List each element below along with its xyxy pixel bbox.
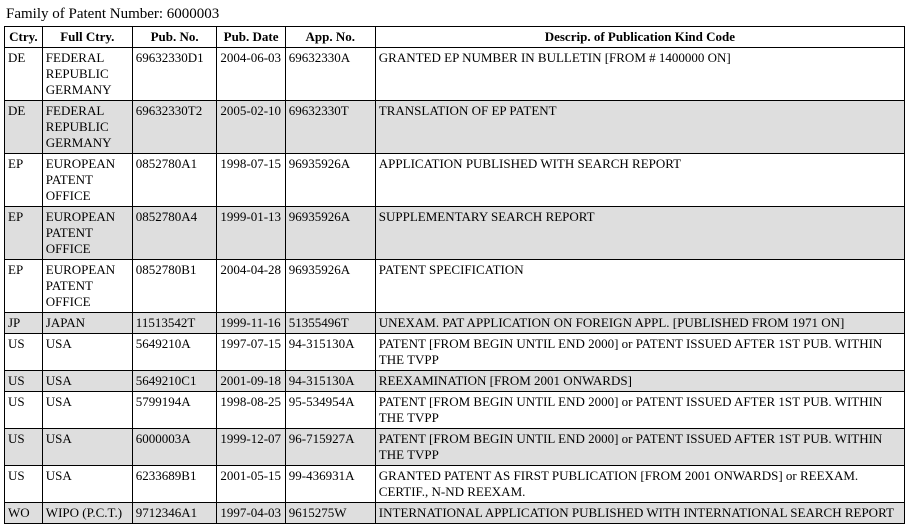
table-row: USUSA5649210C12001-09-1894-315130AREEXAM… — [5, 371, 905, 392]
cell-full-ctry: EUROPEAN PATENT OFFICE — [42, 260, 132, 313]
cell-pub-date: 1997-07-15 — [217, 334, 285, 371]
table-row: EPEUROPEAN PATENT OFFICE0852780B12004-04… — [5, 260, 905, 313]
table-row: USUSA6233689B12001-05-1599-436931AGRANTE… — [5, 466, 905, 503]
col-pub-date: Pub. Date — [217, 27, 285, 48]
cell-full-ctry: USA — [42, 466, 132, 503]
cell-ctry: DE — [5, 48, 43, 101]
cell-desc: SUPPLEMENTARY SEARCH REPORT — [375, 207, 904, 260]
cell-full-ctry: JAPAN — [42, 313, 132, 334]
cell-ctry: US — [5, 466, 43, 503]
cell-full-ctry: USA — [42, 429, 132, 466]
cell-ctry: JP — [5, 313, 43, 334]
col-pub-no: Pub. No. — [132, 27, 217, 48]
cell-app-no: 96935926A — [285, 260, 375, 313]
table-row: JPJAPAN11513542T1999-11-1651355496TUNEXA… — [5, 313, 905, 334]
cell-desc: TRANSLATION OF EP PATENT — [375, 101, 904, 154]
cell-pub-date: 1998-07-15 — [217, 154, 285, 207]
cell-ctry: US — [5, 392, 43, 429]
cell-app-no: 96935926A — [285, 154, 375, 207]
cell-desc: PATENT [FROM BEGIN UNTIL END 2000] or PA… — [375, 392, 904, 429]
cell-pub-date: 2004-06-03 — [217, 48, 285, 101]
cell-pub-date: 1997-04-03 — [217, 503, 285, 524]
cell-desc: UNEXAM. PAT APPLICATION ON FOREIGN APPL.… — [375, 313, 904, 334]
cell-pub-date: 1999-12-07 — [217, 429, 285, 466]
patent-family-table: Ctry. Full Ctry. Pub. No. Pub. Date App.… — [4, 26, 905, 524]
col-ctry: Ctry. — [5, 27, 43, 48]
col-full-ctry: Full Ctry. — [42, 27, 132, 48]
cell-pub-date: 1999-01-13 — [217, 207, 285, 260]
col-desc: Descrip. of Publication Kind Code — [375, 27, 904, 48]
cell-pub-no: 5649210C1 — [132, 371, 217, 392]
table-header-row: Ctry. Full Ctry. Pub. No. Pub. Date App.… — [5, 27, 905, 48]
cell-ctry: EP — [5, 207, 43, 260]
cell-ctry: EP — [5, 260, 43, 313]
cell-pub-no: 69632330T2 — [132, 101, 217, 154]
cell-pub-no: 5799194A — [132, 392, 217, 429]
cell-pub-no: 6000003A — [132, 429, 217, 466]
cell-pub-date: 1999-11-16 — [217, 313, 285, 334]
cell-desc: APPLICATION PUBLISHED WITH SEARCH REPORT — [375, 154, 904, 207]
table-row: USUSA5649210A1997-07-1594-315130APATENT … — [5, 334, 905, 371]
table-row: EPEUROPEAN PATENT OFFICE0852780A41999-01… — [5, 207, 905, 260]
cell-desc: PATENT [FROM BEGIN UNTIL END 2000] or PA… — [375, 334, 904, 371]
cell-app-no: 99-436931A — [285, 466, 375, 503]
cell-full-ctry: FEDERAL REPUBLIC GERMANY — [42, 101, 132, 154]
cell-desc: PATENT [FROM BEGIN UNTIL END 2000] or PA… — [375, 429, 904, 466]
cell-pub-no: 0852780A1 — [132, 154, 217, 207]
cell-pub-date: 2001-09-18 — [217, 371, 285, 392]
cell-app-no: 95-534954A — [285, 392, 375, 429]
cell-pub-no: 0852780A4 — [132, 207, 217, 260]
cell-pub-no: 69632330D1 — [132, 48, 217, 101]
cell-app-no: 94-315130A — [285, 334, 375, 371]
table-row: WOWIPO (P.C.T.)9712346A11997-04-03961527… — [5, 503, 905, 524]
table-row: USUSA6000003A1999-12-0796-715927APATENT … — [5, 429, 905, 466]
cell-pub-date: 2004-04-28 — [217, 260, 285, 313]
cell-full-ctry: EUROPEAN PATENT OFFICE — [42, 207, 132, 260]
table-row: USUSA5799194A1998-08-2595-534954APATENT … — [5, 392, 905, 429]
cell-pub-no: 6233689B1 — [132, 466, 217, 503]
cell-desc: REEXAMINATION [FROM 2001 ONWARDS] — [375, 371, 904, 392]
table-body: DEFEDERAL REPUBLIC GERMANY69632330D12004… — [5, 48, 905, 524]
cell-app-no: 96935926A — [285, 207, 375, 260]
cell-pub-no: 0852780B1 — [132, 260, 217, 313]
cell-app-no: 69632330T — [285, 101, 375, 154]
cell-pub-date: 2005-02-10 — [217, 101, 285, 154]
cell-full-ctry: USA — [42, 371, 132, 392]
cell-pub-date: 2001-05-15 — [217, 466, 285, 503]
cell-desc: GRANTED EP NUMBER IN BULLETIN [FROM # 14… — [375, 48, 904, 101]
cell-app-no: 69632330A — [285, 48, 375, 101]
cell-full-ctry: FEDERAL REPUBLIC GERMANY — [42, 48, 132, 101]
cell-ctry: WO — [5, 503, 43, 524]
cell-ctry: DE — [5, 101, 43, 154]
cell-pub-date: 1998-08-25 — [217, 392, 285, 429]
cell-pub-no: 5649210A — [132, 334, 217, 371]
cell-pub-no: 9712346A1 — [132, 503, 217, 524]
cell-app-no: 9615275W — [285, 503, 375, 524]
cell-full-ctry: WIPO (P.C.T.) — [42, 503, 132, 524]
cell-app-no: 96-715927A — [285, 429, 375, 466]
cell-full-ctry: EUROPEAN PATENT OFFICE — [42, 154, 132, 207]
cell-desc: GRANTED PATENT AS FIRST PUBLICATION [FRO… — [375, 466, 904, 503]
cell-ctry: US — [5, 429, 43, 466]
cell-pub-no: 11513542T — [132, 313, 217, 334]
cell-desc: PATENT SPECIFICATION — [375, 260, 904, 313]
cell-ctry: US — [5, 371, 43, 392]
cell-full-ctry: USA — [42, 334, 132, 371]
col-app-no: App. No. — [285, 27, 375, 48]
table-row: DEFEDERAL REPUBLIC GERMANY69632330T22005… — [5, 101, 905, 154]
cell-full-ctry: USA — [42, 392, 132, 429]
cell-app-no: 94-315130A — [285, 371, 375, 392]
page-title: Family of Patent Number: 6000003 — [4, 4, 905, 26]
cell-desc: INTERNATIONAL APPLICATION PUBLISHED WITH… — [375, 503, 904, 524]
cell-app-no: 51355496T — [285, 313, 375, 334]
table-row: EPEUROPEAN PATENT OFFICE0852780A11998-07… — [5, 154, 905, 207]
cell-ctry: US — [5, 334, 43, 371]
table-row: DEFEDERAL REPUBLIC GERMANY69632330D12004… — [5, 48, 905, 101]
cell-ctry: EP — [5, 154, 43, 207]
